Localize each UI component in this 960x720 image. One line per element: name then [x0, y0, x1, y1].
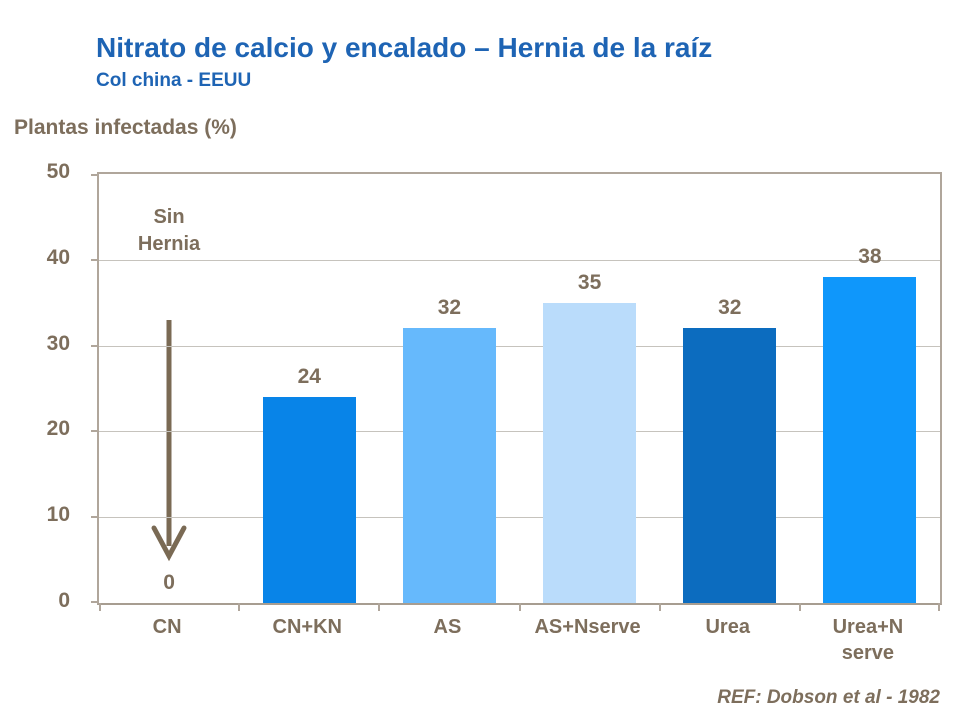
bar-AS: [402, 328, 496, 603]
y-tick-mark-40: [91, 258, 99, 261]
x-tick-mark-2: [378, 603, 381, 611]
y-tick-label-10: 10: [46, 503, 70, 527]
x-tick-mark-4: [658, 603, 661, 611]
x-tick-mark-0: [99, 603, 101, 611]
x-tick-mark-1: [238, 603, 241, 611]
x-axis-label-Urea+Nserve: Urea+N serve: [832, 616, 904, 664]
y-tick-mark-10: [91, 516, 99, 519]
x-axis-label-CN: CN: [152, 616, 182, 638]
y-tick-mark-0: [91, 601, 99, 603]
bar-value-CN+KN: 24: [297, 365, 321, 389]
bar-Urea+Nserve: [823, 276, 917, 603]
bar-value-Urea+Nserve: 38: [858, 244, 882, 268]
bar-value-CN: 0: [163, 571, 175, 594]
y-tick-label-40: 40: [46, 245, 70, 269]
y-tick-mark-50: [91, 174, 99, 176]
gridline-20: [99, 431, 940, 433]
gridline-40: [99, 259, 940, 261]
y-tick-label-50: 50: [46, 160, 70, 183]
bar-value-AS+Nserve: 35: [577, 270, 602, 294]
slide-subtitle: Col china - EEUU: [96, 70, 252, 91]
x-axis-label-Urea: Urea: [705, 616, 750, 638]
bar-value-AS: 32: [437, 296, 462, 320]
x-axis-label-AS+Nserve: AS+Nserve: [534, 616, 641, 638]
y-tick-label-30: 30: [46, 331, 70, 355]
gridline-30: [99, 345, 940, 347]
bar-value-Urea: 32: [718, 296, 742, 320]
reference-text: REF: Dobson et al - 1982: [717, 687, 940, 708]
y-tick-mark-20: [91, 430, 99, 433]
bar-CN+KN: [262, 397, 356, 603]
y-axis-title: Plantas infectadas (%): [14, 116, 237, 139]
annotation-sin-hernia: Sin Hernia: [99, 204, 239, 258]
plot-area: Sin Hernia 0 24 32 35 32 38: [91, 172, 942, 611]
y-tick-mark-30: [91, 344, 99, 347]
x-axis-label-CN+KN: CN+KN: [272, 616, 342, 638]
annotation-line-2: Hernia: [137, 233, 201, 255]
y-axis-tick-labels: 0 10 20 30 40 50: [0, 160, 84, 612]
slide-title: Nitrato de calcio y encalado – Hernia de…: [96, 32, 713, 63]
x-axis-label-AS: AS: [433, 616, 462, 638]
bar-AS+Nserve: [543, 302, 637, 603]
y-tick-label-0: 0: [58, 589, 70, 612]
down-arrow-icon: [151, 320, 187, 562]
x-tick-mark-3: [518, 603, 521, 611]
gridline-10: [99, 517, 940, 519]
y-tick-label-20: 20: [46, 417, 70, 441]
bar-Urea: [683, 328, 777, 603]
annotation-line-1: Sin: [153, 206, 185, 228]
x-tick-mark-5: [798, 603, 801, 611]
x-tick-mark-6: [938, 603, 940, 611]
